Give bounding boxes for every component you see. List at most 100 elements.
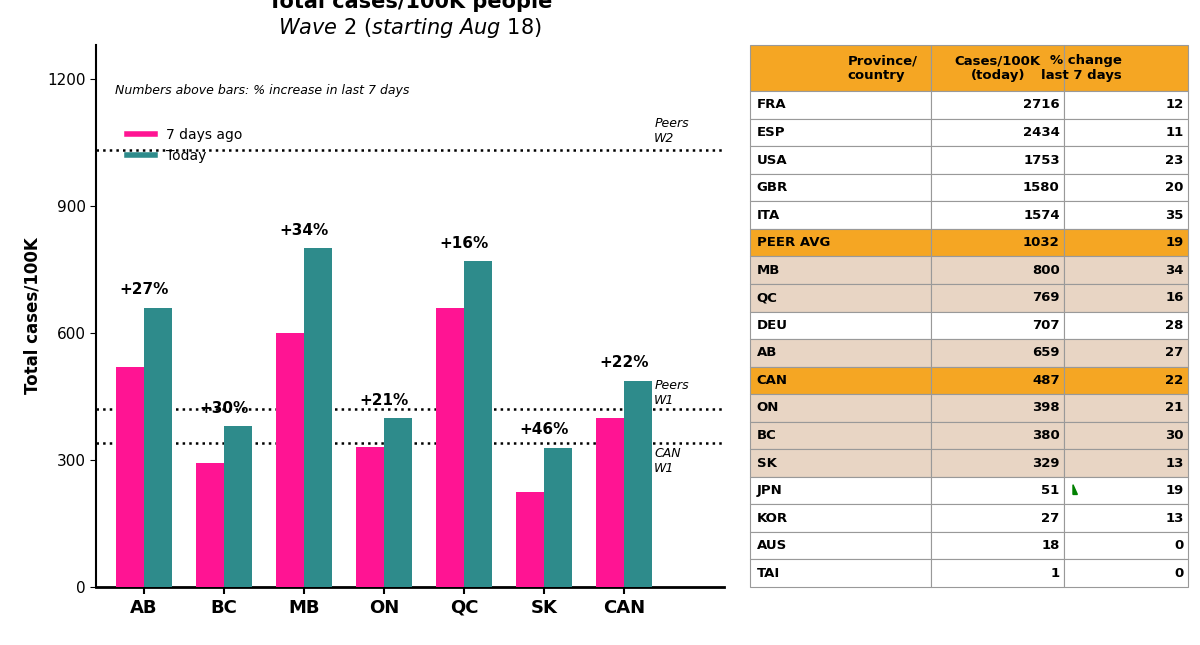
Text: 13: 13: [1165, 457, 1183, 470]
Bar: [931, 201, 1064, 229]
Bar: [750, 422, 931, 449]
Text: AB: AB: [757, 346, 778, 359]
Bar: [750, 91, 931, 119]
Y-axis label: Total cases/100K: Total cases/100K: [24, 237, 42, 395]
Bar: [931, 91, 1064, 119]
Text: +27%: +27%: [119, 283, 169, 297]
Bar: [931, 339, 1064, 366]
Text: QC: QC: [757, 292, 778, 304]
Bar: [931, 532, 1064, 559]
Text: BC: BC: [757, 429, 776, 442]
Bar: [1064, 504, 1188, 532]
Bar: [931, 312, 1064, 339]
Bar: [750, 477, 931, 504]
Text: 13: 13: [1165, 511, 1183, 524]
Bar: [1064, 394, 1188, 422]
Bar: [750, 146, 931, 174]
Bar: [750, 339, 931, 366]
Text: 2716: 2716: [1024, 99, 1060, 112]
Bar: [304, 248, 332, 587]
Text: DEU: DEU: [757, 319, 787, 332]
Bar: [931, 422, 1064, 449]
Bar: [931, 504, 1064, 532]
Text: ON: ON: [757, 401, 779, 415]
Text: 18: 18: [1042, 539, 1060, 552]
Text: 22: 22: [1165, 374, 1183, 387]
Bar: [931, 257, 1064, 284]
Title: Total cases/100K people
$\bf{\it{Wave\ 2\ (starting\ Aug\ 18)}}$: Total cases/100K people $\bf{\it{Wave\ 2…: [268, 0, 552, 40]
Text: 707: 707: [1032, 319, 1060, 332]
Bar: [931, 119, 1064, 146]
Bar: [1064, 422, 1188, 449]
Bar: [1064, 257, 1188, 284]
Bar: [1064, 366, 1188, 394]
Bar: [116, 367, 144, 587]
Text: 769: 769: [1032, 292, 1060, 304]
Bar: [1064, 284, 1188, 312]
Bar: [750, 504, 931, 532]
Text: 27: 27: [1042, 511, 1060, 524]
Text: +30%: +30%: [199, 401, 248, 415]
Text: +46%: +46%: [520, 422, 569, 437]
Bar: [1064, 559, 1188, 587]
Text: 28: 28: [1165, 319, 1183, 332]
Text: 35: 35: [1165, 208, 1183, 222]
Bar: [1064, 229, 1188, 257]
Text: 16: 16: [1165, 292, 1183, 304]
Text: 0: 0: [1175, 567, 1183, 580]
Text: KOR: KOR: [757, 511, 787, 524]
Text: Numbers above bars: % increase in last 7 days: Numbers above bars: % increase in last 7…: [115, 84, 409, 97]
Bar: [516, 491, 544, 587]
Bar: [544, 448, 572, 587]
Bar: [1064, 449, 1188, 477]
Bar: [356, 447, 384, 587]
Bar: [750, 45, 931, 91]
Text: 1753: 1753: [1024, 154, 1060, 166]
Text: TAI: TAI: [757, 567, 780, 580]
Text: GBR: GBR: [757, 181, 788, 194]
Bar: [750, 174, 931, 201]
Bar: [750, 257, 931, 284]
Text: AUS: AUS: [757, 539, 787, 552]
Text: 20: 20: [1165, 181, 1183, 194]
Text: % change
last 7 days: % change last 7 days: [1040, 54, 1122, 82]
Text: CAN
W1: CAN W1: [654, 447, 680, 475]
Bar: [1064, 201, 1188, 229]
Bar: [276, 333, 304, 587]
Bar: [224, 426, 252, 587]
Bar: [750, 229, 931, 257]
Text: +22%: +22%: [600, 355, 649, 370]
Bar: [624, 381, 652, 587]
Text: 1580: 1580: [1022, 181, 1060, 194]
Text: 51: 51: [1042, 484, 1060, 497]
Bar: [1064, 45, 1188, 91]
Legend: 7 days ago, Today: 7 days ago, Today: [121, 123, 248, 168]
Text: Cases/100K
(today): Cases/100K (today): [955, 54, 1040, 82]
Text: 1032: 1032: [1022, 236, 1060, 249]
Bar: [1064, 91, 1188, 119]
Bar: [750, 394, 931, 422]
Text: 21: 21: [1165, 401, 1183, 415]
Bar: [931, 284, 1064, 312]
Text: +34%: +34%: [280, 223, 329, 238]
Text: 659: 659: [1032, 346, 1060, 359]
Text: SK: SK: [757, 457, 776, 470]
Bar: [596, 418, 624, 587]
Bar: [1064, 312, 1188, 339]
Bar: [384, 419, 412, 587]
Bar: [931, 477, 1064, 504]
Bar: [1064, 339, 1188, 366]
Bar: [750, 119, 931, 146]
Text: PEER AVG: PEER AVG: [757, 236, 830, 249]
Text: 1: 1: [1050, 567, 1060, 580]
Text: 30: 30: [1165, 429, 1183, 442]
Text: 19: 19: [1165, 236, 1183, 249]
Text: Peers
W2: Peers W2: [654, 117, 689, 145]
Text: Peers
W1: Peers W1: [654, 379, 689, 407]
Bar: [750, 201, 931, 229]
Text: 34: 34: [1165, 264, 1183, 277]
Bar: [931, 45, 1064, 91]
Bar: [144, 308, 172, 587]
Text: 380: 380: [1032, 429, 1060, 442]
Bar: [931, 174, 1064, 201]
